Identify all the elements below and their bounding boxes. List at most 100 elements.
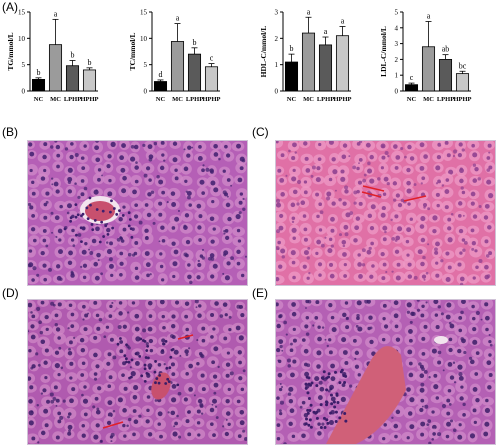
bar-nc <box>31 79 46 92</box>
category-label: LPHP <box>186 96 203 103</box>
category-label: HPHP <box>333 96 351 103</box>
bar-mc <box>170 41 185 92</box>
y-tick-label: 15 <box>140 9 148 17</box>
category-label: MC <box>172 96 183 103</box>
chart-ldl-c: 0 1 2 3 4 5 LDL-C/mmol/L c NC a MC ab LPHP bc HPHP <box>379 9 472 104</box>
y-tick-label: 0 <box>275 88 279 96</box>
category-label: MC <box>50 96 61 103</box>
micrograph-c <box>275 140 496 286</box>
bar-nc <box>404 84 419 92</box>
chart-hdl-c: 0 1 2 3 HDL-C/mmol/L b NC a MC a LPHP a HPHP <box>259 7 352 103</box>
significance-letter: b <box>290 44 294 53</box>
hepatocytes <box>276 300 495 444</box>
category-label: MC <box>423 96 434 103</box>
arrow <box>361 191 382 198</box>
category-label: LPHP <box>64 96 81 103</box>
significance-letter: c <box>410 73 414 82</box>
micrograph-d <box>27 299 248 445</box>
category-label: NC <box>34 96 44 103</box>
y-tick-label: 1 <box>275 61 279 69</box>
scattered-nuclei <box>276 141 491 285</box>
chart-tg: 0 5 10 15 TG/mmol/L b NC a MC b LPHP b HPHP <box>6 9 99 104</box>
y-tick-label: 2 <box>395 56 399 64</box>
significance-letter: b <box>71 50 75 59</box>
panel-label-e: (E) <box>252 286 268 300</box>
y-tick-label: 0 <box>22 88 26 96</box>
y-tick-label: 5 <box>144 61 148 69</box>
panel-label-d: (D) <box>2 286 19 300</box>
bar-mc <box>48 44 63 92</box>
bar-hphp <box>204 66 219 92</box>
significance-letter: a <box>307 7 311 16</box>
inflammatory-cluster <box>116 337 180 387</box>
category-label: NC <box>156 96 166 103</box>
bar-mc <box>421 46 436 92</box>
significance-letter: b <box>193 38 197 47</box>
category-label: HPHP <box>202 96 220 103</box>
category-label: NC <box>287 96 297 103</box>
arrow <box>102 421 124 429</box>
significance-letter: bc <box>459 61 467 70</box>
y-tick-label: 4 <box>395 24 399 32</box>
y-tick-label: 10 <box>140 35 148 43</box>
category-label: LPHP <box>317 96 334 103</box>
y-tick-label: 3 <box>275 9 279 17</box>
bar-nc <box>284 61 299 92</box>
bar-charts: 051015TG/mmol/LbNCaMCbLPHPbHPHP051015TC/… <box>6 7 472 104</box>
y-tick-label: 10 <box>18 35 26 43</box>
bar-lphp <box>65 65 80 92</box>
y-axis-label: TG/mmol/L <box>6 32 15 70</box>
large-blood-vessel <box>326 346 406 444</box>
significance-letter: a <box>341 16 345 25</box>
significance-letter: a <box>54 9 58 18</box>
bar-lphp <box>187 53 202 92</box>
y-tick-label: 0 <box>144 88 148 96</box>
y-tick-label: 5 <box>22 61 26 69</box>
y-axis-label: HDL-C/mmol/L <box>259 26 268 78</box>
bar-hphp <box>335 35 350 92</box>
blood-in-vein <box>85 201 115 221</box>
hepatocytes <box>276 141 495 285</box>
bar-mc <box>301 32 316 92</box>
category-label: LPHP <box>437 96 454 103</box>
y-tick-label: 3 <box>395 40 399 48</box>
bar-lphp <box>318 44 333 92</box>
bar-hphp <box>455 73 470 92</box>
arrow <box>403 195 427 202</box>
significance-letter: b <box>88 58 92 67</box>
panel-label-b: (B) <box>2 125 18 139</box>
scattered-nuclei <box>28 300 247 444</box>
category-label: HPHP <box>80 96 98 103</box>
panel-label-c: (C) <box>252 125 269 139</box>
chart-tc: 0 5 10 15 TC/mmol/L d NC a MC b LPHP c HPHP <box>128 9 221 104</box>
hepatocytes <box>28 300 247 444</box>
significance-letter: b <box>37 68 41 77</box>
y-tick-label: 15 <box>18 9 26 17</box>
y-tick-label: 5 <box>395 9 399 17</box>
category-label: NC <box>407 96 417 103</box>
bar-hphp <box>82 69 97 92</box>
category-label: MC <box>303 96 314 103</box>
y-axis-label: LDL-C/mmol/L <box>379 26 388 77</box>
y-tick-label: 0 <box>395 88 399 96</box>
significance-letter: ab <box>442 45 450 54</box>
inflammatory-cluster <box>304 368 348 429</box>
inflammatory-cluster <box>63 196 134 244</box>
arrow <box>177 334 194 340</box>
significance-letter: c <box>210 54 214 63</box>
bar-nc <box>153 81 168 92</box>
micrograph-e <box>275 299 496 445</box>
y-tick-label: 2 <box>275 35 279 43</box>
y-axis-label: TC/mmol/L <box>128 33 137 71</box>
significance-letter: a <box>176 14 180 23</box>
panel-label-a: (A) <box>2 0 18 14</box>
significance-letter: d <box>159 70 163 79</box>
significance-letter: a <box>427 11 431 20</box>
significance-letter: a <box>324 27 328 36</box>
small-vessel <box>434 336 448 344</box>
y-tick-label: 1 <box>395 72 399 80</box>
arrow <box>362 185 385 192</box>
category-label: HPHP <box>453 96 471 103</box>
bar-lphp <box>438 59 453 92</box>
